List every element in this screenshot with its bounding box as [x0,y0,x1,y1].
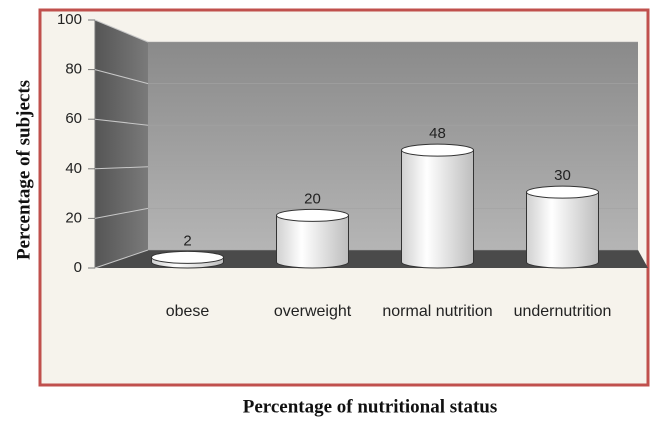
back-wall [148,42,638,250]
y-tick-label: 0 [74,259,82,276]
floor [95,250,648,268]
y-tick-label: 100 [57,11,82,28]
data-label: 48 [429,125,446,142]
y-tick-label: 80 [65,61,82,78]
cylinder-top [401,143,474,157]
cylinder-body [526,191,599,269]
grid-line [94,69,149,85]
data-label: 30 [554,167,571,184]
data-label: 2 [183,232,191,249]
x-tick-label: overweight [273,303,352,320]
y-tick-label: 60 [65,110,82,127]
cylinder-top [526,185,599,199]
x-tick-label: obese [165,303,210,320]
grid-line [94,249,149,269]
x-tick-label: undernutrition [513,303,612,320]
x-axis-title: Percentage of nutritional status [243,396,498,417]
grid-line [94,19,149,43]
side-wall [95,20,148,268]
y-tick-label: 40 [65,160,82,177]
cylinder-body [276,214,349,269]
y-axis-title: Percentage of subjects [13,80,34,260]
x-tick-label: normal nutrition [382,303,493,320]
y-tick-label: 20 [65,209,82,226]
cylinder-body [401,149,474,269]
grid-line [94,118,149,126]
cylinder-top [151,250,224,264]
cylinder-top [276,208,349,222]
grid-line [94,166,149,170]
data-label: 20 [304,190,321,207]
grid-line [94,207,149,219]
